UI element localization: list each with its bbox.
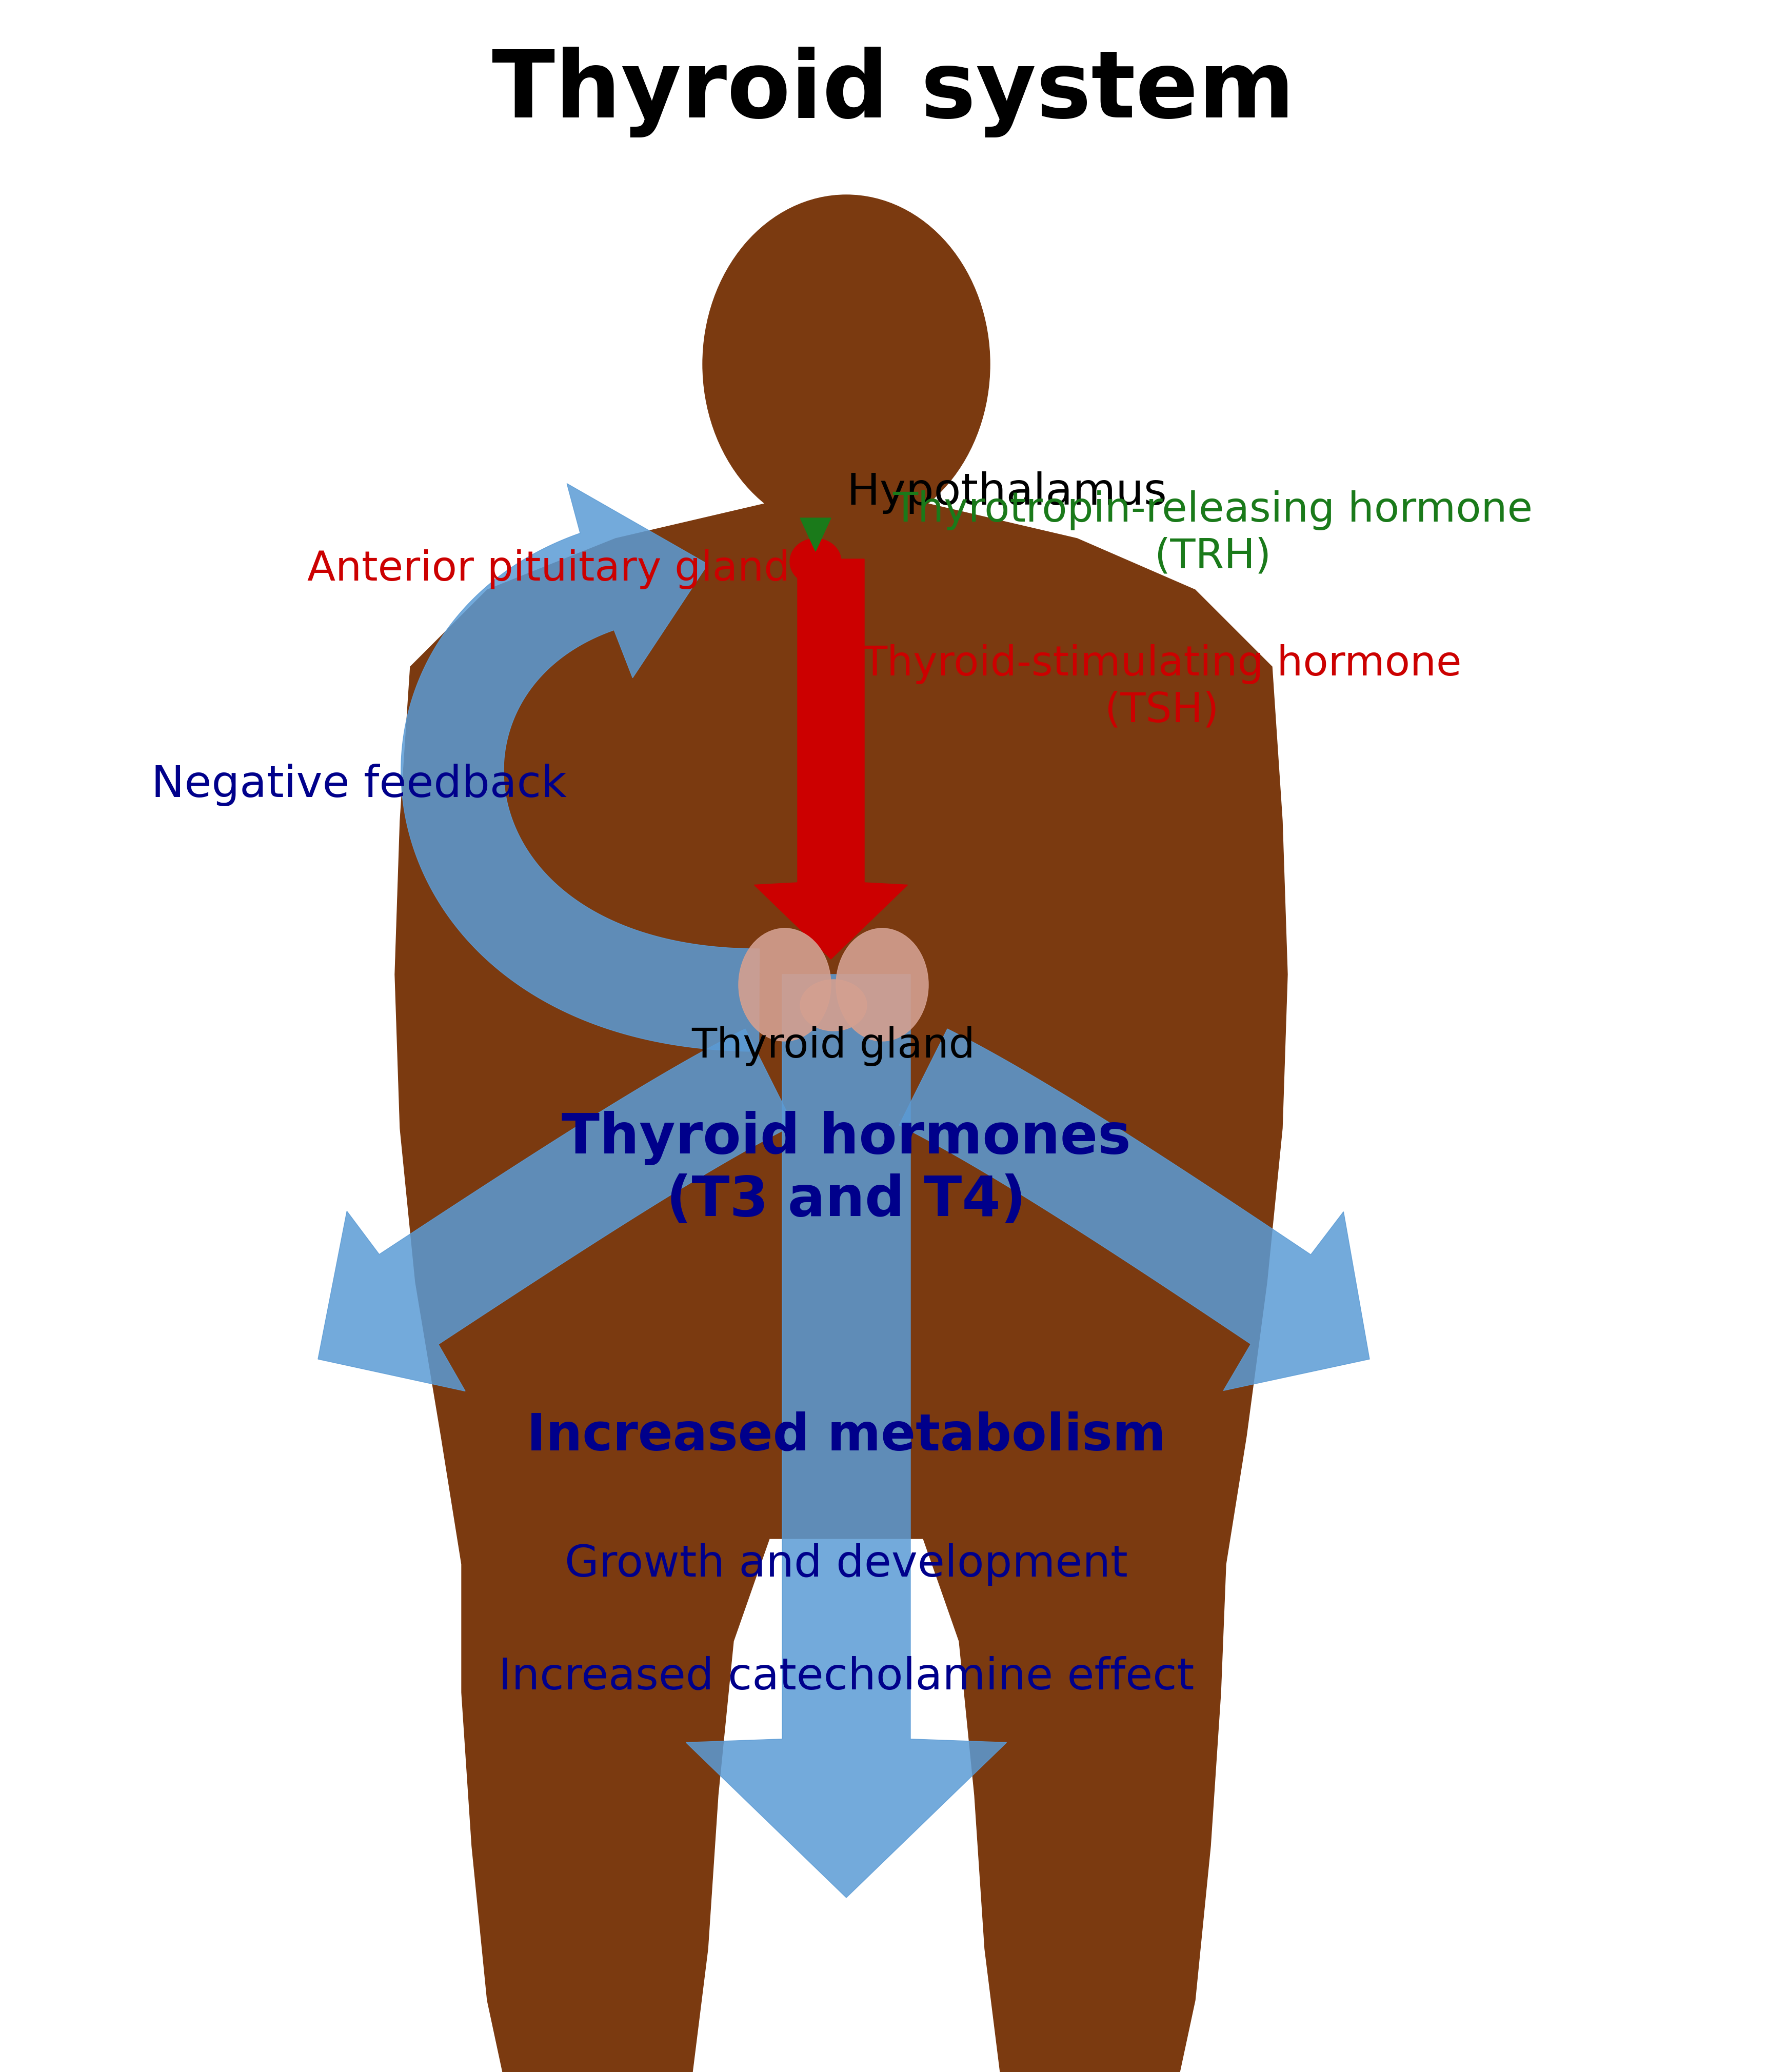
Ellipse shape <box>790 539 842 584</box>
Text: Hypothalamus: Hypothalamus <box>847 470 1167 514</box>
Ellipse shape <box>702 195 990 533</box>
Text: Thyroid hormones
(T3 and T4): Thyroid hormones (T3 and T4) <box>561 1111 1131 1229</box>
Polygon shape <box>395 503 1287 2072</box>
Polygon shape <box>400 483 759 1051</box>
Text: Increased catecholamine effect: Increased catecholamine effect <box>499 1656 1194 1699</box>
Ellipse shape <box>836 928 929 1040</box>
Text: Growth and development: Growth and development <box>565 1544 1128 1585</box>
Polygon shape <box>899 1030 1369 1390</box>
Polygon shape <box>801 518 831 551</box>
Text: Anterior pituitary gland: Anterior pituitary gland <box>307 549 790 588</box>
Text: Increased metabolism: Increased metabolism <box>527 1411 1165 1461</box>
Text: Thyroid system: Thyroid system <box>491 48 1296 137</box>
Text: Thyrotropin-releasing hormone
(TRH): Thyrotropin-releasing hormone (TRH) <box>892 491 1533 576</box>
Polygon shape <box>318 1030 793 1390</box>
Text: Thyroid-stimulating hormone
(TSH): Thyroid-stimulating hormone (TSH) <box>861 644 1462 729</box>
Ellipse shape <box>801 980 867 1032</box>
Ellipse shape <box>738 928 831 1040</box>
Polygon shape <box>754 559 908 959</box>
Polygon shape <box>686 974 1006 1898</box>
Text: Thyroid gland: Thyroid gland <box>692 1026 976 1067</box>
Text: Negative feedback: Negative feedback <box>152 762 566 806</box>
